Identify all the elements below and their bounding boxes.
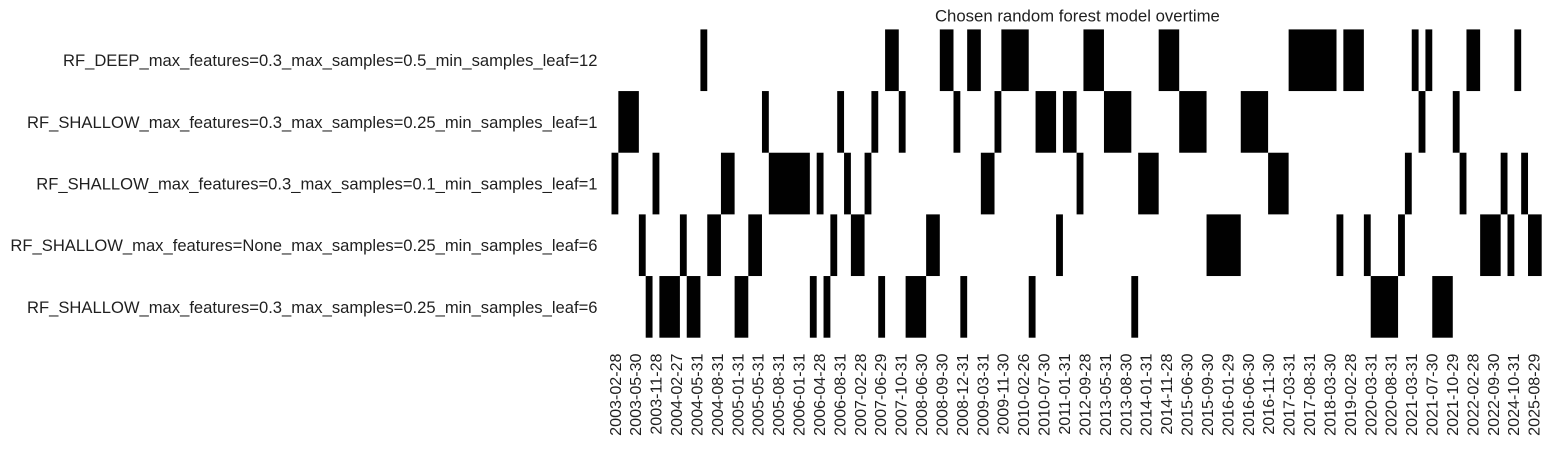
svg-text:2014-11-28: 2014-11-28 xyxy=(1158,353,1176,434)
svg-text:2003-11-28: 2003-11-28 xyxy=(648,353,666,434)
svg-text:2017-08-31: 2017-08-31 xyxy=(1301,353,1319,435)
svg-text:2004-05-31: 2004-05-31 xyxy=(688,353,706,435)
svg-text:RF_SHALLOW_max_features=None_m: RF_SHALLOW_max_features=None_max_samples… xyxy=(10,236,597,255)
svg-text:2005-05-31: 2005-05-31 xyxy=(750,353,768,435)
svg-text:2008-12-31: 2008-12-31 xyxy=(954,353,972,435)
svg-text:2015-09-30: 2015-09-30 xyxy=(1199,353,1217,435)
svg-text:2006-04-28: 2006-04-28 xyxy=(811,353,829,435)
svg-text:2012-09-28: 2012-09-28 xyxy=(1076,353,1094,435)
svg-text:2019-02-28: 2019-02-28 xyxy=(1342,353,1360,435)
svg-text:RF_DEEP_max_features=0.3_max_s: RF_DEEP_max_features=0.3_max_samples=0.5… xyxy=(63,51,598,70)
svg-text:2017-03-31: 2017-03-31 xyxy=(1281,353,1299,435)
svg-text:2009-11-30: 2009-11-30 xyxy=(995,353,1013,434)
svg-text:2007-02-28: 2007-02-28 xyxy=(852,353,870,435)
svg-text:2014-01-31: 2014-01-31 xyxy=(1138,353,1156,435)
svg-text:2003-05-30: 2003-05-30 xyxy=(627,353,645,435)
svg-text:2009-03-31: 2009-03-31 xyxy=(974,353,992,435)
svg-text:2010-02-26: 2010-02-26 xyxy=(1015,353,1033,435)
svg-text:2020-08-31: 2020-08-31 xyxy=(1383,353,1401,435)
svg-text:2016-01-29: 2016-01-29 xyxy=(1219,353,1237,435)
svg-text:2011-01-31: 2011-01-31 xyxy=(1056,353,1074,434)
svg-text:2016-11-30: 2016-11-30 xyxy=(1260,353,1278,434)
svg-text:2007-06-29: 2007-06-29 xyxy=(872,353,890,435)
svg-text:2024-10-31: 2024-10-31 xyxy=(1505,353,1523,435)
svg-text:2006-01-31: 2006-01-31 xyxy=(791,353,809,435)
svg-text:2020-03-31: 2020-03-31 xyxy=(1362,353,1380,435)
svg-text:RF_SHALLOW_max_features=0.3_ma: RF_SHALLOW_max_features=0.3_max_samples=… xyxy=(27,298,597,317)
svg-text:2008-09-30: 2008-09-30 xyxy=(933,353,951,435)
svg-text:2025-08-29: 2025-08-29 xyxy=(1526,353,1544,435)
svg-text:RF_SHALLOW_max_features=0.3_ma: RF_SHALLOW_max_features=0.3_max_samples=… xyxy=(36,175,597,194)
svg-text:RF_SHALLOW_max_features=0.3_ma: RF_SHALLOW_max_features=0.3_max_samples=… xyxy=(27,113,597,132)
svg-text:Chosen random forest model ove: Chosen random forest model overtime xyxy=(935,7,1220,26)
svg-text:2004-02-27: 2004-02-27 xyxy=(668,353,686,435)
svg-text:2015-06-30: 2015-06-30 xyxy=(1179,353,1197,435)
svg-text:2010-07-30: 2010-07-30 xyxy=(1036,353,1054,435)
svg-text:2022-02-28: 2022-02-28 xyxy=(1464,353,1482,435)
svg-text:2004-08-31: 2004-08-31 xyxy=(709,353,727,435)
svg-text:2013-05-31: 2013-05-31 xyxy=(1097,353,1115,435)
svg-text:2008-06-30: 2008-06-30 xyxy=(913,353,931,435)
svg-text:2007-10-31: 2007-10-31 xyxy=(893,353,911,435)
svg-text:2022-09-30: 2022-09-30 xyxy=(1485,353,1503,435)
svg-text:2021-03-31: 2021-03-31 xyxy=(1403,353,1421,435)
svg-text:2006-08-31: 2006-08-31 xyxy=(831,353,849,435)
svg-text:2016-06-30: 2016-06-30 xyxy=(1240,353,1258,435)
svg-text:2005-08-31: 2005-08-31 xyxy=(770,353,788,435)
svg-text:2021-10-29: 2021-10-29 xyxy=(1444,353,1462,435)
svg-text:2003-02-28: 2003-02-28 xyxy=(607,353,625,435)
svg-text:2018-03-30: 2018-03-30 xyxy=(1321,353,1339,435)
svg-text:2013-08-30: 2013-08-30 xyxy=(1117,353,1135,435)
svg-text:2005-01-31: 2005-01-31 xyxy=(729,353,747,435)
svg-text:2021-07-30: 2021-07-30 xyxy=(1424,353,1442,435)
